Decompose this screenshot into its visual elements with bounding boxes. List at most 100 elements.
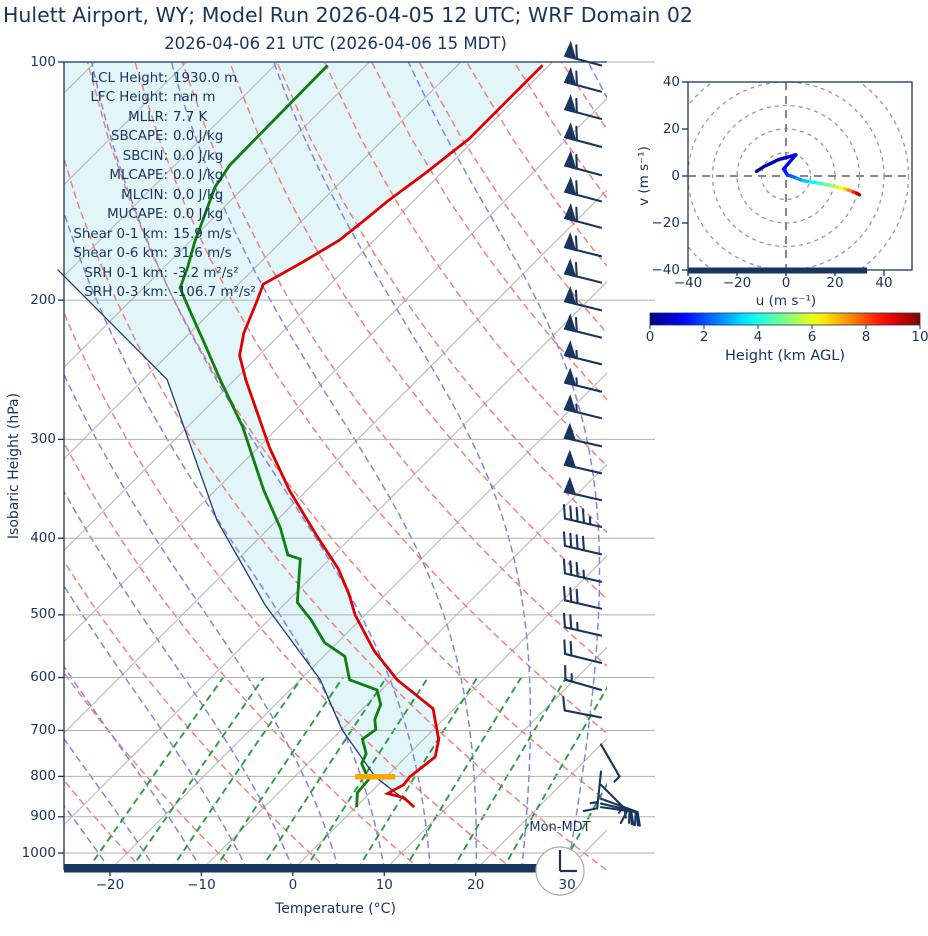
y-tick-label: 800 [30,767,56,784]
isotherm-line [659,62,928,870]
y-tick-label: 600 [30,669,56,686]
moist-adiabat-line [170,62,477,870]
stat-row: MUCAPE: 0.0 J/kg [107,207,224,223]
x-tick-label: 20 [467,877,485,893]
temperature-axis-label: Temperature (°C) [275,901,396,917]
mixing-ratio-line [86,676,224,870]
dry-adiabat-line [751,62,928,870]
x-tick-label: 0 [288,877,298,893]
mixing-ratio-line [451,677,568,870]
mixing-ratio-line [616,678,719,870]
moist-adiabat-line [64,804,111,870]
x-tick-label: 10 [375,877,393,893]
valid-time-subtitle: 2026-04-06 21 UTC (2026-04-06 15 MDT) [164,34,507,53]
isotherm-line [64,62,279,277]
dry-adiabat-line [228,62,607,600]
isotherm-line [201,463,607,870]
dry-adiabat-line [64,156,607,870]
wind-barb-icon [564,665,603,691]
hodograph-v-tick-label: −20 [651,214,681,231]
hodograph-u-tick-label: 40 [875,275,893,291]
moist-adiabat-line [64,372,340,870]
height-colorbar [649,312,921,326]
wind-barb-icon [562,558,603,583]
dry-adiabat-line [609,62,928,870]
moist-adiabat-line [64,210,386,870]
wind-barb-icon [562,695,603,719]
wind-barb-icon [562,612,603,637]
hodograph-u-tick-label: −20 [722,275,752,291]
isotherm-line [0,62,4,870]
y-tick-label: 400 [30,529,56,546]
wind-barb-icon [599,743,621,783]
x-tick-label: −20 [95,877,125,893]
wind-barb-icon [563,150,603,177]
isotherm-line [64,189,607,734]
moist-adiabat-line [64,737,157,870]
clock-icon [535,846,585,896]
dry-adiabat-line [560,62,607,131]
hodograph-v-tick-label: 0 [671,167,680,184]
hodograph-u-tick-label: 0 [781,275,791,291]
dry-adiabat-line [846,62,928,870]
stat-row: MLCAPE: 0.0 J/kg [109,168,224,184]
moist-adiabat-line [64,490,294,870]
wind-barb-icon [563,258,603,284]
dry-adiabat-line [465,62,607,268]
stat-row: SBCIN: 0.0 J/kg [122,148,224,164]
dry-adiabat-line [323,62,607,468]
wind-barb-icon [563,476,603,502]
wind-barb-icon [563,203,603,229]
stat-row: SRH 0-3 km: -106.7 m²/s² [84,284,256,300]
stat-row: MLCIN: 0.0 J/kg [121,187,224,203]
mixing-ratio-line [213,676,344,870]
stat-row: Shear 0-6 km: 31.6 m/s [73,246,232,262]
hodograph-grid [688,82,912,270]
isotherm-line [475,737,607,870]
wind-barb-icon [563,122,603,148]
wind-barb-column [562,40,641,827]
mixing-ratio-line [304,676,429,870]
dry-adiabat-line [276,62,607,534]
moist-adiabat-line [64,665,203,870]
stat-row: MLLR: 7.7 K [128,109,208,125]
figure-title: Hulett Airport, WY; Model Run 2026-04-05… [3,3,693,27]
isotherm-line [64,62,462,460]
dry-adiabat-line [181,62,607,667]
hodograph-v-tick-label: 20 [662,120,680,137]
y-tick-label: 200 [30,291,56,308]
colorbar-label: Height (km AGL) [725,348,845,364]
dry-adiabat-line [64,671,236,870]
hodograph-u-tick-label: 20 [826,275,844,291]
stat-row: LFC Height: nan m [90,90,216,106]
temperature-curve [238,64,544,809]
moist-adiabat-line [272,62,532,870]
wind-barb-icon [582,770,603,813]
dry-adiabat-line [64,559,329,870]
stat-row: Shear 0-1 km: 15.9 m/s [73,226,232,242]
isotherm-line [383,646,607,870]
hodograph-v-tick-label: 40 [662,73,680,90]
isotherm-line [64,280,607,826]
surface-bar [64,864,537,873]
isotherm-line [292,555,607,870]
wind-barb-icon [563,394,603,420]
y-tick-label: 300 [30,430,56,447]
sounding-stats-panel: LCL Height: 1930.0 m LFC Height: nan m MLL… [58,69,256,302]
mixing-ratio-line [559,782,607,870]
wind-barb-icon [563,422,603,448]
wind-barb-icon [563,176,603,203]
isotherm-line [64,97,607,643]
mixing-ratio-line [129,676,265,870]
x-tick-label: 30 [558,877,576,893]
skewt-axes-spines [58,61,607,876]
wind-barb-icon [562,531,603,556]
dry-adiabat-line [371,62,607,401]
x-tick-label: −10 [187,877,216,893]
wind-barb-icon [563,40,603,67]
mixing-ratio-line [259,676,388,870]
dry-adiabat-line [656,62,928,870]
wind-barb-icon [563,66,603,93]
wind-barb-icon [563,639,603,664]
